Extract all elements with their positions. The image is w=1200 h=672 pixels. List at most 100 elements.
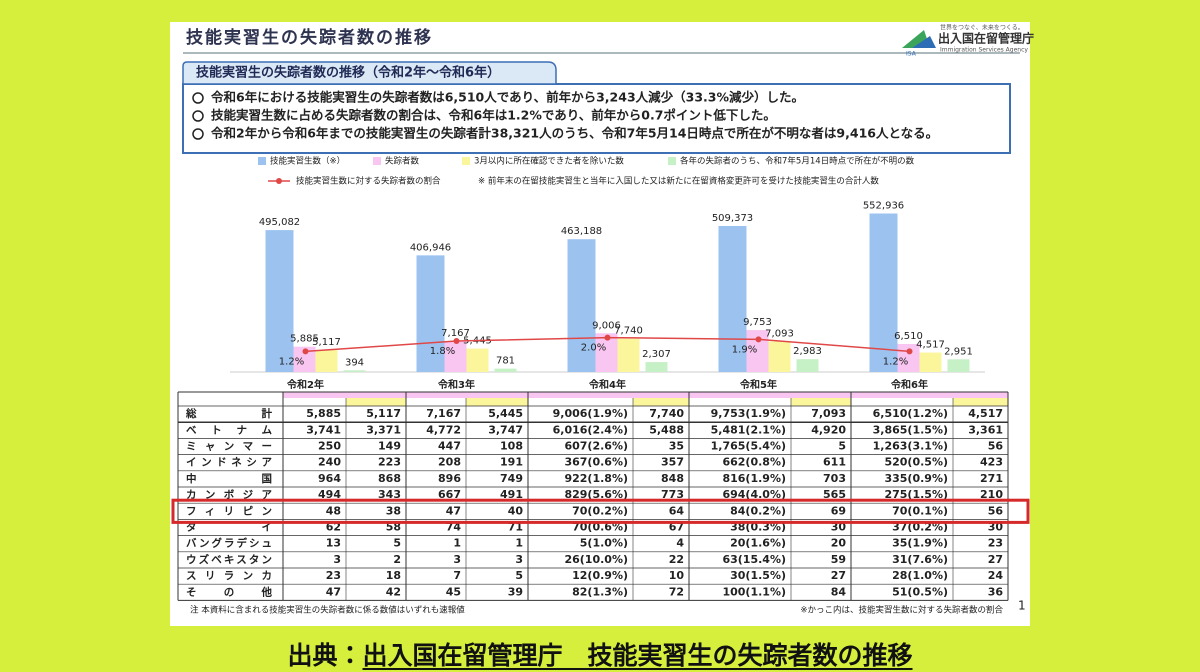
table-cell: 3	[453, 553, 461, 566]
table-cell: 100(1.1%)	[722, 585, 786, 598]
header-yellow	[466, 398, 528, 406]
value-label: 5,885	[290, 334, 319, 345]
bar	[595, 333, 618, 372]
table-cell: 662(0.8%)	[722, 456, 786, 469]
table-cell: 6,016(2.4%)	[553, 423, 628, 436]
table-cell: 51(0.5%)	[892, 585, 948, 598]
table-cell: 36	[988, 585, 1004, 598]
bar	[718, 225, 747, 372]
bar	[416, 255, 445, 372]
table-cell: 35(1.9%)	[892, 537, 948, 550]
row-label: スリランカ	[186, 570, 272, 582]
table-cell: 4,772	[426, 423, 461, 436]
header-yellow	[953, 398, 1008, 406]
value-label: 9,006	[592, 320, 621, 331]
legend-label: 失踪者数	[385, 156, 420, 167]
row-label: フィリピン	[186, 505, 272, 517]
category-label: 令和2年	[286, 378, 324, 391]
summary-box	[182, 83, 1011, 154]
bullet-marker	[192, 110, 204, 122]
caption-label: 出典：	[287, 641, 363, 670]
bar	[567, 239, 596, 372]
table-cell: 491	[500, 488, 523, 501]
bar	[645, 362, 668, 372]
table-cell: 964	[318, 472, 341, 485]
table-cell: 63(15.4%)	[722, 553, 786, 566]
value-label: 7,093	[765, 329, 794, 340]
table-cell: 35	[669, 440, 684, 453]
bar	[315, 349, 338, 372]
table-cell: 47	[446, 504, 461, 517]
table-cell: 42	[386, 585, 401, 598]
table-cell: 23	[326, 569, 341, 582]
table-cell: 9,753(1.9%)	[711, 407, 786, 420]
note-left: 注 本資料に含まれる技能実習生の失踪者数に係る数値はいずれも速報値	[190, 605, 465, 616]
header-pink	[689, 392, 851, 398]
bar	[768, 341, 791, 372]
table-cell: 520(0.5%)	[884, 456, 948, 469]
ratio-label: 2.0%	[581, 343, 606, 354]
table-cell: 69	[831, 504, 846, 517]
legend-label: 3月以内に所在確認できた者を除いた数	[474, 156, 624, 167]
legend-swatch	[373, 157, 381, 165]
table-cell: 335(0.9%)	[884, 472, 948, 485]
table-cell: 47	[326, 585, 341, 598]
table-cell: 108	[500, 440, 523, 453]
row-label: ミャンマー	[186, 441, 272, 453]
table-cell: 208	[438, 456, 461, 469]
ratio-label: 1.2%	[883, 356, 908, 367]
value-label: 2,951	[944, 346, 973, 357]
logo-english: Immigration Services Agency	[940, 47, 1028, 54]
logo-name: 出入国在留管理庁	[938, 31, 1034, 46]
table-cell: 5(1.0%)	[580, 537, 628, 550]
table-cell: 84	[831, 585, 847, 598]
table-cell: 56	[988, 440, 1004, 453]
table-cell: 816(1.9%)	[722, 472, 786, 485]
table-cell: 5	[393, 537, 401, 550]
table-cell: 494	[318, 488, 341, 501]
table-cell: 12(0.9%)	[572, 569, 628, 582]
legend-dot	[276, 178, 282, 184]
value-label: 4,517	[916, 340, 945, 351]
ratio-point	[302, 348, 309, 355]
table-cell: 611	[823, 456, 846, 469]
table-cell: 667	[438, 488, 461, 501]
bar	[444, 341, 467, 372]
row-label: ウズベキスタン	[186, 553, 272, 566]
table-cell: 922(1.8%)	[564, 472, 628, 485]
table-cell: 4,920	[811, 423, 846, 436]
table-cell: 38	[386, 504, 401, 517]
page-number: 1	[1018, 599, 1026, 613]
table-cell: 2	[393, 553, 401, 566]
table-cell: 7,740	[649, 407, 684, 420]
table-cell: 72	[669, 585, 684, 598]
table-cell: 3,371	[366, 423, 401, 436]
header-title: 技能実習生の失踪者数の推移	[186, 27, 433, 48]
table-cell: 31(7.6%)	[892, 553, 948, 566]
value-label: 394	[345, 357, 364, 368]
bar	[466, 348, 489, 372]
table-cell: 48	[326, 504, 341, 517]
table-cell: 7,167	[426, 407, 461, 420]
table-cell: 27	[831, 569, 846, 582]
legend-swatch	[668, 157, 676, 165]
table-cell: 6,510(1.2%)	[873, 407, 948, 420]
value-label: 463,188	[561, 226, 602, 237]
chart-note: ※ 前年末の在留技能実習生と当年に入国した又は新たに在留資格変更許可を受けた技能…	[478, 176, 879, 187]
table-cell: 18	[386, 569, 401, 582]
table-cell: 829(5.6%)	[564, 488, 628, 501]
header-yellow	[633, 398, 689, 406]
table-cell: 565	[823, 488, 846, 501]
table-cell: 773	[661, 488, 684, 501]
table-cell: 447	[438, 440, 461, 453]
table-cell: 3,361	[968, 423, 1003, 436]
value-label: 6,510	[894, 331, 923, 342]
logo-tagline: 世界をつなぐ、未来をつくる。	[940, 24, 1024, 32]
bar	[293, 346, 316, 372]
category-label: 令和5年	[739, 378, 777, 391]
header-yellow	[346, 398, 406, 406]
category-label: 令和4年	[588, 378, 626, 391]
value-label: 2,307	[642, 349, 671, 360]
header-pink	[406, 392, 528, 398]
highlight-box	[171, 498, 1030, 524]
